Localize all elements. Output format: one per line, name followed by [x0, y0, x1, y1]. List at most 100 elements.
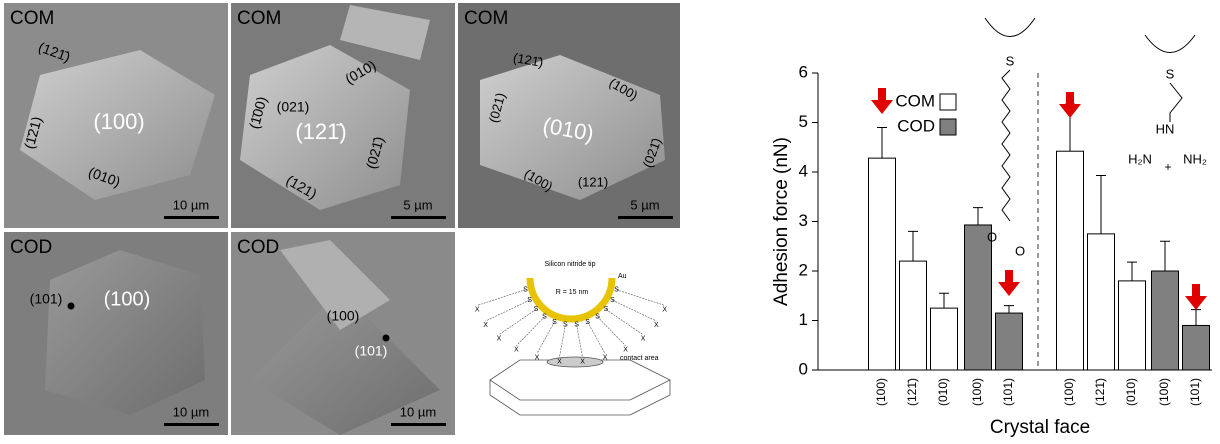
- alkyl-chain: [536, 321, 555, 354]
- crystal: [250, 290, 440, 435]
- atom-label: O: [1015, 243, 1025, 258]
- scale-bar: [391, 216, 446, 219]
- crystal: [240, 45, 410, 210]
- scale-bar: [391, 423, 446, 426]
- sulfur-label: S: [534, 306, 539, 313]
- sulfur-label: S: [527, 297, 532, 304]
- scale-label: 5 µm: [630, 197, 659, 212]
- y-tick-label: 4: [799, 161, 808, 180]
- error-bar: [1127, 261, 1137, 281]
- sulfur-label: S: [574, 322, 579, 329]
- bar: [899, 260, 927, 371]
- x-tick-label: (101): [1001, 378, 1015, 406]
- alkyl-chain: [576, 324, 583, 358]
- panel-label: COM: [464, 8, 508, 29]
- face-label: (121): [578, 174, 608, 189]
- x-tick-label: (121̄): [1093, 378, 1107, 406]
- sulfur-label: S: [595, 314, 600, 321]
- end-label: X: [535, 354, 540, 361]
- scale-label: 10 µm: [400, 404, 436, 419]
- carbon-chain: [1169, 82, 1183, 122]
- sem-panel-labels: COD (101) (100) 10 µm: [10, 237, 219, 426]
- crystal-outline: [489, 380, 671, 416]
- error-bar: [1096, 174, 1106, 234]
- bar: [1087, 233, 1115, 371]
- atom-label: O: [987, 229, 997, 244]
- end-label: X: [603, 354, 608, 361]
- panel-label: COD: [237, 237, 279, 258]
- end-label: X: [475, 306, 480, 313]
- x-axis-title: Crystal face: [990, 417, 1090, 438]
- alkyl-chain: [477, 289, 526, 306]
- sulfur-label: S: [585, 319, 590, 326]
- scale-label: 5 µm: [403, 197, 432, 212]
- legend-swatch: [939, 93, 957, 111]
- alkyl-chain: [616, 289, 665, 306]
- metal-label: Au: [618, 273, 627, 280]
- atom-label: NH₂: [1183, 151, 1207, 166]
- tip-outline: [984, 17, 1036, 37]
- atom-label: S: [1006, 53, 1015, 68]
- y-tick-label: 6: [799, 62, 808, 81]
- bar: [930, 307, 958, 371]
- end-label: X: [514, 347, 519, 354]
- atom-label: H₂N: [1128, 151, 1152, 166]
- bar: [868, 157, 896, 371]
- panel-label: COM: [10, 8, 54, 29]
- panel-label: COD: [10, 237, 52, 258]
- scale-label: 10 µm: [173, 197, 209, 212]
- end-label: X: [483, 322, 488, 329]
- bar: [1151, 270, 1179, 371]
- sem-images: [4, 3, 680, 435]
- end-label: X: [662, 306, 667, 313]
- crystal: [20, 50, 215, 200]
- sulfur-label: S: [523, 287, 528, 294]
- arrow: [998, 270, 1020, 296]
- alkyl-chain: [485, 299, 530, 322]
- sulfur-label: S: [614, 287, 619, 294]
- scale-bar: [618, 216, 673, 219]
- sulfur-label: S: [552, 319, 557, 326]
- point-marker: [67, 302, 75, 310]
- sulfur-label: S: [542, 314, 547, 321]
- y-tick-label: 2: [799, 260, 808, 279]
- alkyl-chain: [597, 316, 626, 346]
- end-label: X: [654, 322, 659, 329]
- bar: [964, 224, 992, 371]
- error-bar: [1160, 240, 1170, 271]
- sem-panel-labels: COD (100) (101) 10 µm: [237, 237, 446, 426]
- contact-area: [546, 356, 604, 368]
- sulfur-label: S: [563, 322, 568, 329]
- face-label: (101): [355, 343, 388, 359]
- face-label: (100): [93, 109, 144, 134]
- x-tick-label: (100): [970, 378, 984, 406]
- error-bar: [908, 230, 918, 262]
- face-label: (121̄): [512, 50, 545, 70]
- end-label: X: [580, 358, 585, 365]
- x-tick-label: (101): [1188, 378, 1202, 406]
- sulfur-label: S: [610, 297, 615, 304]
- scale-bar: [164, 423, 219, 426]
- crystal: [280, 240, 390, 330]
- legend-label: COM: [895, 91, 935, 110]
- arrow: [871, 88, 893, 114]
- face-label: (100): [104, 288, 151, 310]
- face-label: (121̄): [295, 119, 346, 144]
- alkyl-chain: [612, 299, 657, 322]
- scale-label: 10 µm: [173, 404, 209, 419]
- error-bar: [877, 126, 887, 159]
- point-marker: [382, 334, 390, 342]
- schematic: [489, 277, 671, 416]
- contact-label: contact area: [620, 355, 659, 362]
- arrow: [1185, 284, 1207, 310]
- error-bar: [1191, 309, 1201, 326]
- alkyl-chain: [587, 321, 606, 354]
- legend-label: COD: [897, 116, 935, 135]
- alkyl-chain: [498, 309, 537, 335]
- arrow: [1059, 92, 1081, 118]
- crystal: [480, 55, 665, 200]
- y-tick-label: 0: [799, 359, 808, 378]
- end-label: X: [497, 336, 502, 343]
- y-tick-label: 3: [799, 211, 808, 230]
